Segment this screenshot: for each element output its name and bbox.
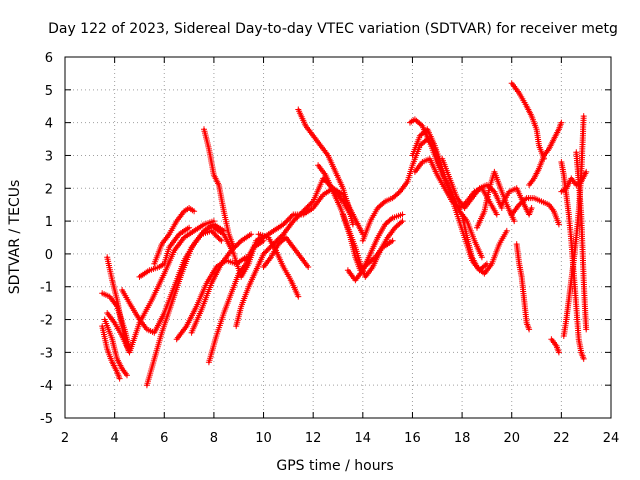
y-tick-label: -1: [40, 281, 53, 296]
series-track-32: [513, 241, 533, 333]
plus-markers: [104, 218, 217, 356]
plus-markers: [101, 316, 130, 379]
x-tick-label: 2: [61, 431, 69, 446]
plus-markers: [459, 211, 510, 277]
series-track-7: [136, 224, 193, 280]
plus-markers: [573, 149, 590, 333]
x-tick-label: 10: [255, 431, 272, 446]
y-tick-label: 0: [45, 248, 53, 263]
series-track-9: [151, 205, 198, 267]
plus-markers: [558, 159, 587, 362]
series-track-37: [558, 168, 590, 195]
series-track-33: [526, 119, 565, 188]
x-tick-label: 24: [603, 431, 620, 446]
series-track-30: [498, 185, 535, 218]
x-tick-label: 18: [454, 431, 471, 446]
x-tick-label: 20: [503, 431, 520, 446]
series-track-3: [101, 316, 130, 379]
y-tick-label: -2: [40, 314, 53, 329]
series-track-28: [459, 211, 510, 277]
series-track-34: [508, 195, 562, 228]
y-axis-label: SDTVAR / TECUs: [7, 180, 23, 295]
series-track-31: [508, 80, 547, 162]
x-tick-label: 6: [160, 431, 168, 446]
series-track-19: [295, 106, 356, 228]
x-tick-label: 12: [305, 431, 322, 446]
x-tick-label: 22: [553, 431, 570, 446]
plus-markers: [344, 211, 406, 284]
plus-markers: [295, 106, 356, 228]
plus-markers: [143, 227, 225, 389]
plus-markers: [151, 205, 198, 267]
y-tick-label: 1: [45, 215, 53, 230]
y-tick-label: 2: [45, 182, 53, 197]
x-axis-label: GPS time / hours: [276, 458, 393, 474]
series-track-29: [474, 168, 518, 231]
plus-markers: [560, 113, 587, 339]
x-tick-label: 4: [110, 431, 118, 446]
plus-markers: [474, 168, 518, 231]
series-track-8: [143, 227, 225, 389]
x-tick-label: 8: [210, 431, 218, 446]
series-track-39: [573, 149, 590, 333]
y-tick-label: 6: [45, 51, 53, 66]
plus-markers: [513, 241, 533, 333]
y-tick-label: 3: [45, 149, 53, 164]
y-tick-label: 5: [45, 84, 53, 99]
series-line: [475, 170, 516, 229]
chart-title: Day 122 of 2023, Sidereal Day-to-day VTE…: [48, 21, 618, 37]
plus-markers: [205, 237, 267, 366]
plus-markers: [498, 185, 535, 218]
plus-markers: [136, 224, 193, 280]
y-tick-label: -4: [40, 379, 53, 394]
x-tick-label: 14: [355, 431, 372, 446]
series-track-12: [201, 126, 237, 251]
plot-frame: [64, 56, 612, 419]
plus-markers: [508, 80, 547, 162]
series-track-2: [99, 323, 123, 382]
y-tick-label: -5: [40, 412, 53, 427]
plus-markers: [315, 162, 406, 280]
data-series: [99, 80, 590, 389]
plus-markers: [260, 234, 312, 270]
series-track-38: [560, 113, 587, 339]
series-track-5: [104, 218, 217, 356]
plus-markers: [508, 195, 562, 228]
series-track-14: [210, 224, 265, 280]
x-tick-label: 16: [404, 431, 421, 446]
series-track-27: [439, 155, 505, 211]
y-tick-label: -3: [40, 346, 53, 361]
series-track-18: [260, 234, 312, 270]
series-track-22: [344, 211, 406, 284]
y-tick-label: 4: [45, 117, 53, 132]
plus-markers: [548, 336, 562, 356]
plus-markers: [201, 126, 237, 251]
series-track-35: [548, 336, 562, 356]
plus-markers: [99, 323, 123, 382]
series-track-13: [205, 237, 267, 366]
plus-markers: [526, 119, 565, 188]
series-track-20: [315, 162, 406, 280]
grid: [65, 57, 611, 418]
